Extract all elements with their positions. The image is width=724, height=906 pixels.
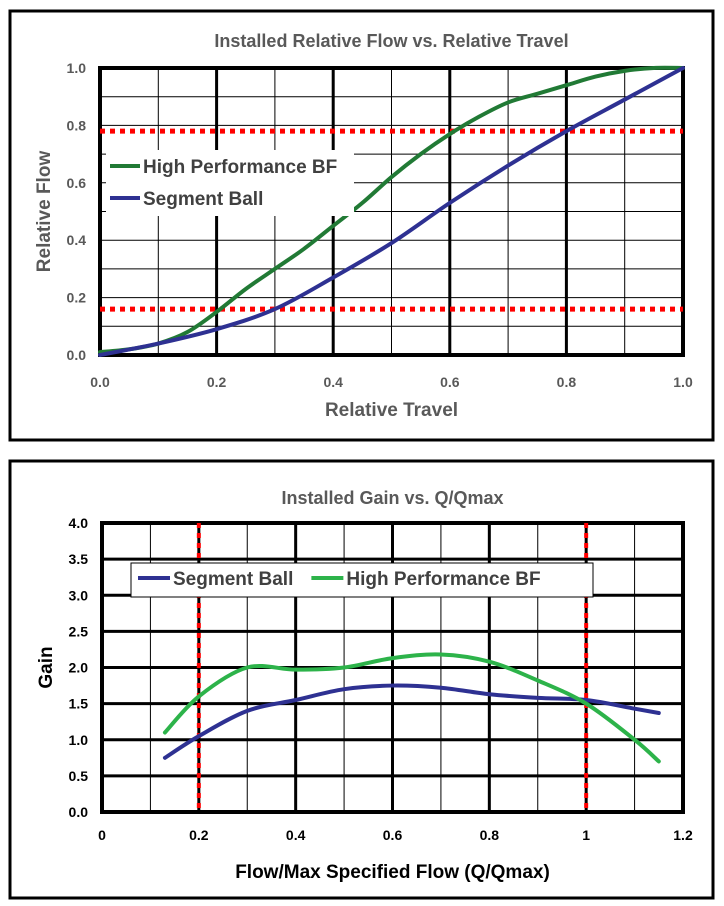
series-line-high-performance-bf	[162, 652, 661, 764]
series-line-segment-ball	[162, 683, 661, 760]
y-axis-label: Relative Flow	[34, 151, 55, 273]
x-tick-label: 0.8	[557, 374, 577, 390]
x-tick-label: 0	[98, 827, 106, 843]
legend-box	[130, 562, 594, 598]
legend-label: High Performance BF	[143, 157, 337, 178]
y-tick-label: 2.5	[69, 623, 89, 639]
y-tick-label: 0.4	[67, 232, 87, 248]
x-tick-label: 0.4	[286, 827, 306, 843]
x-tick-label: 1	[582, 827, 590, 843]
y-tick-label: 1.0	[67, 60, 87, 76]
x-tick-label: 0.8	[480, 827, 500, 843]
x-tick-label: 0.2	[189, 827, 209, 843]
y-tick-label: 3.5	[69, 551, 89, 567]
chart-title: Installed Gain vs. Q/Qmax	[281, 488, 503, 508]
legend-background	[106, 150, 354, 216]
y-tick-label: 1.5	[69, 696, 89, 712]
y-tick-label: 0.6	[67, 175, 87, 191]
y-tick-label: 0.5	[69, 768, 89, 784]
legend-label: Segment Ball	[143, 189, 263, 210]
legend-label: Segment Ball	[173, 569, 293, 590]
bottom-chart-frame	[8, 459, 715, 900]
x-tick-label: 0.6	[440, 374, 460, 390]
chart-title: Installed Relative Flow vs. Relative Tra…	[214, 31, 568, 51]
plot-area-border	[100, 521, 685, 814]
series-line-segment-ball	[98, 66, 685, 357]
series-line-high-performance-bf	[98, 65, 685, 355]
y-tick-label: 4.0	[69, 515, 89, 531]
x-tick-label: 1.0	[673, 374, 693, 390]
x-tick-label: 1.2	[673, 827, 693, 843]
y-tick-label: 0.0	[67, 347, 87, 363]
x-tick-label: 0.0	[90, 374, 110, 390]
plot-area-border	[98, 66, 685, 357]
y-tick-label: 1.0	[69, 732, 89, 748]
top-chart-frame	[8, 9, 715, 442]
x-tick-label: 0.6	[383, 827, 403, 843]
legend-label: High Performance BF	[346, 569, 540, 590]
y-tick-label: 2.0	[69, 660, 89, 676]
y-tick-label: 0.2	[67, 290, 87, 306]
x-axis-label: Flow/Max Specified Flow (Q/Qmax)	[235, 862, 550, 883]
y-tick-label: 3.0	[69, 587, 89, 603]
y-tick-label: 0.8	[67, 117, 87, 133]
x-axis-label: Relative Travel	[325, 400, 458, 421]
x-tick-label: 0.2	[207, 374, 227, 390]
y-tick-label: 0.0	[69, 804, 89, 820]
x-tick-label: 0.4	[323, 374, 343, 390]
y-axis-label: Gain	[36, 646, 57, 688]
